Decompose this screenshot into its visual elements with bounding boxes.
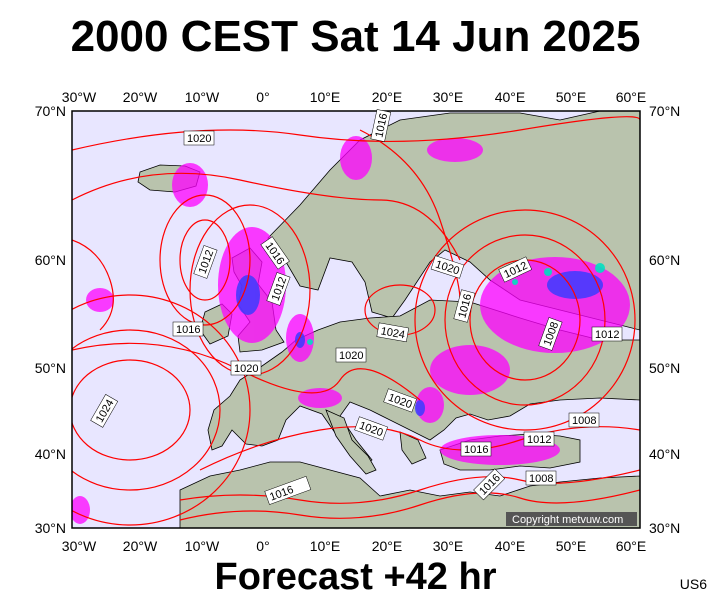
rain-finland [427, 138, 483, 162]
svg-text:1012: 1012 [595, 329, 619, 341]
rain-norway [340, 136, 372, 180]
lon-label: 60°E [616, 89, 647, 105]
lon-label: 40°E [495, 538, 526, 554]
land-north-africa [179, 461, 640, 528]
region-code: US6 [679, 576, 707, 592]
lon-label: 10°W [185, 89, 220, 105]
lon-label: 60°E [616, 538, 647, 554]
isobar-label: 1016 [473, 468, 506, 501]
lon-label: 20°W [123, 89, 158, 105]
isobar-label: 1020 [230, 360, 262, 376]
isobar-label: 1016 [370, 109, 392, 142]
forecast-label: Forecast +42 hr [214, 556, 497, 598]
lon-label: 50°E [556, 538, 587, 554]
heavy-precipitation [236, 271, 603, 416]
lat-label: 60°N [649, 252, 680, 268]
lon-label: 30°E [433, 89, 464, 105]
rain-atlantic [86, 288, 114, 312]
svg-text:1008: 1008 [572, 415, 596, 427]
map-title: 2000 CEST Sat 14 Jun 2025 [70, 12, 641, 61]
isobar-label: 1020 [183, 130, 215, 146]
copyright-text: Copyright metvuw.com [512, 514, 623, 526]
isobar-label: 1020 [335, 347, 367, 363]
lat-label: 40°N [649, 446, 680, 462]
lon-labels-bottom: 30°W 20°W 10°W 0° 10°E 20°E 30°E 40°E 50… [62, 538, 646, 554]
lon-label: 20°E [372, 538, 403, 554]
land-greece [399, 431, 427, 465]
svg-text:1020: 1020 [339, 350, 363, 362]
land-italy [325, 409, 377, 475]
lon-label: 40°E [495, 89, 526, 105]
svg-text:1008: 1008 [529, 473, 553, 485]
lat-label: 50°N [649, 360, 680, 376]
rain-iceland [172, 163, 208, 207]
lon-labels-top: 30°W 20°W 10°W 0° 10°E 20°E 30°E 40°E 50… [62, 89, 646, 105]
lon-label: 10°E [310, 538, 341, 554]
lat-label: 70°N [35, 103, 66, 119]
svg-text:1016: 1016 [373, 112, 390, 138]
svg-text:1020: 1020 [234, 363, 258, 375]
rain-ukraine [430, 345, 510, 395]
lat-label: 30°N [649, 520, 680, 536]
svg-text:1016: 1016 [464, 444, 488, 456]
isobar-label: 1016 [172, 321, 204, 337]
very-heavy-precipitation [307, 263, 605, 345]
isobar-label: 1024 [376, 322, 410, 343]
lon-label: 10°W [185, 538, 220, 554]
map-frame [71, 110, 641, 529]
svg-text:1020: 1020 [187, 133, 211, 145]
isobar-label: 1012 [523, 431, 555, 447]
lon-label: 20°E [372, 89, 403, 105]
lon-label: 0° [256, 89, 269, 105]
lon-label: 30°E [433, 538, 464, 554]
lon-label: 30°W [62, 89, 97, 105]
rain-atlantic-south [72, 496, 90, 524]
lat-label: 30°N [35, 520, 66, 536]
lat-label: 40°N [35, 446, 66, 462]
isobar-label: 1008 [568, 412, 600, 428]
isobar-label: 1016 [460, 441, 492, 457]
lat-label: 50°N [35, 360, 66, 376]
lon-label: 20°W [123, 538, 158, 554]
isobar-label: 1012 [591, 326, 623, 342]
lon-label: 30°W [62, 538, 97, 554]
rain-alps [298, 388, 342, 408]
lon-label: 50°E [556, 89, 587, 105]
copyright-badge: Copyright metvuw.com [506, 512, 637, 526]
lon-label: 0° [256, 538, 269, 554]
svg-text:1024: 1024 [380, 325, 406, 341]
isobar-label: 1008 [525, 470, 557, 486]
isobar-label: 1016 [453, 289, 476, 323]
svg-text:1012: 1012 [527, 434, 551, 446]
lat-label: 60°N [35, 252, 66, 268]
lat-labels-left: 70°N 60°N 50°N 40°N 30°N [35, 103, 66, 536]
svg-text:1016: 1016 [176, 324, 200, 336]
lat-label: 70°N [649, 103, 680, 119]
lat-labels-right: 70°N 60°N 50°N 40°N 30°N [649, 103, 680, 536]
lon-label: 10°E [310, 89, 341, 105]
